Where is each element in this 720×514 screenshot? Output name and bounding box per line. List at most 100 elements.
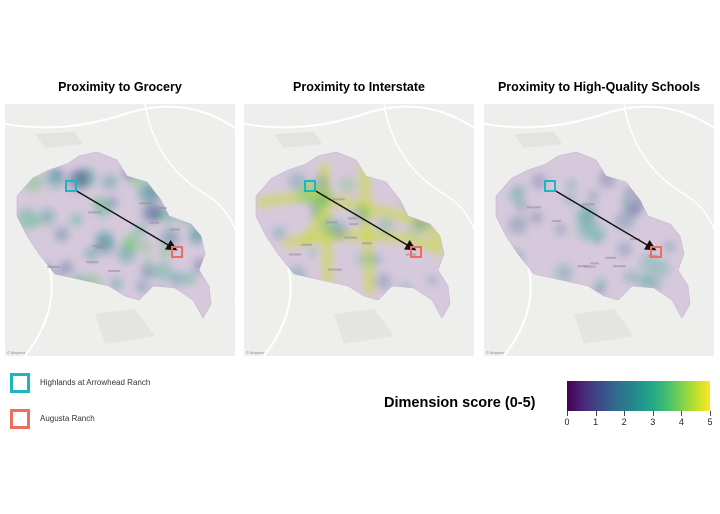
heat-cell xyxy=(554,223,567,236)
heat-cell xyxy=(407,223,421,238)
heat-cell xyxy=(508,215,528,235)
place-label-mark xyxy=(590,262,599,265)
road-line xyxy=(383,104,474,304)
heat-cell xyxy=(54,226,70,242)
place-label-mark xyxy=(605,256,617,259)
panel-title-interstate: Proximity to Interstate xyxy=(293,80,425,94)
place-label-mark xyxy=(325,221,338,224)
heat-cell xyxy=(160,228,180,248)
heat-cell xyxy=(654,260,671,277)
heat-cell xyxy=(39,208,56,225)
place-label-mark xyxy=(526,206,541,209)
heat-cell xyxy=(182,271,197,285)
colorbar-tick-label: 5 xyxy=(707,417,713,427)
road-line xyxy=(623,104,714,304)
heat-cell xyxy=(136,280,148,293)
heat-cell xyxy=(141,203,161,223)
heat-cell xyxy=(555,264,573,282)
place-label-mark xyxy=(92,244,105,247)
map-canvas xyxy=(5,104,235,356)
heat-cell xyxy=(93,198,113,218)
place-label-mark xyxy=(94,246,105,249)
place-label-mark xyxy=(328,268,342,271)
heat-cell xyxy=(531,173,547,189)
heat-cell xyxy=(427,275,438,286)
heat-cell xyxy=(630,202,643,215)
place-label-mark xyxy=(107,270,121,273)
colorbar-tick-label: 0 xyxy=(564,417,570,427)
place-label-mark xyxy=(288,253,302,256)
terrain-patch xyxy=(514,132,562,148)
colorbar-tick-mark xyxy=(595,411,597,416)
place-label-mark xyxy=(157,206,167,209)
augusta-marker xyxy=(650,246,662,258)
place-label-mark xyxy=(551,219,561,222)
heat-cell xyxy=(138,240,151,253)
place-label-mark xyxy=(349,223,359,226)
terrain-patch xyxy=(35,132,83,148)
map-schools: © Mapbox xyxy=(484,104,714,356)
road-line xyxy=(144,104,235,304)
colorbar-tick-label: 4 xyxy=(678,417,684,427)
augusta-marker xyxy=(171,246,183,258)
heat-cell xyxy=(620,196,631,208)
heat-cell xyxy=(623,270,637,284)
place-label-mark xyxy=(332,198,345,201)
heat-cell xyxy=(121,233,140,253)
heat-cell xyxy=(51,168,63,180)
colorbar-tick-mark xyxy=(567,411,568,416)
heat-cell xyxy=(272,226,288,241)
road-line xyxy=(484,105,714,129)
heat-cell xyxy=(169,271,184,287)
heat-cell xyxy=(59,260,74,275)
place-label-mark xyxy=(86,261,99,264)
heat-cell xyxy=(137,184,157,204)
heat-cell xyxy=(663,240,676,253)
heat-cell xyxy=(617,241,633,257)
direction-arrow xyxy=(74,189,178,251)
colorbar-tick-mark xyxy=(652,411,654,416)
place-label-mark xyxy=(139,202,152,205)
heat-cell xyxy=(338,176,356,194)
heat-cell xyxy=(110,277,123,290)
road-line xyxy=(5,105,235,129)
place-label-mark xyxy=(88,211,102,214)
heat-cell xyxy=(508,188,524,204)
heat-cell xyxy=(368,252,382,267)
heat-cell xyxy=(355,252,369,266)
heat-cell xyxy=(72,169,91,188)
map-canvas xyxy=(244,104,474,356)
highlands-marker xyxy=(65,180,77,192)
colorbar-title: Dimension score (0-5) xyxy=(384,395,536,411)
heat-cell xyxy=(17,208,38,230)
heat-cell xyxy=(587,190,599,202)
interstate-corridor xyxy=(359,163,375,295)
highlands-marker xyxy=(304,180,316,192)
colorbar-tick-mark xyxy=(710,411,711,416)
terrain-patch xyxy=(574,309,634,344)
terrain-patch xyxy=(274,132,322,148)
highlands-marker xyxy=(544,180,556,192)
direction-arrow xyxy=(553,189,657,251)
heat-cell xyxy=(153,262,172,281)
map-canvas xyxy=(484,104,714,356)
heat-cell xyxy=(565,179,577,191)
place-label-mark xyxy=(47,265,60,268)
legend-swatch-augusta xyxy=(10,409,30,429)
heat-cell xyxy=(352,205,371,224)
heat-cell xyxy=(133,223,147,238)
place-label-mark xyxy=(582,203,595,206)
place-label-mark xyxy=(149,221,160,224)
panel-title-grocery: Proximity to Grocery xyxy=(58,80,182,94)
terrain-patch xyxy=(95,309,155,344)
place-label-mark xyxy=(648,254,658,257)
terrain-patch xyxy=(334,309,394,344)
heat-cell xyxy=(377,217,395,234)
place-label-mark xyxy=(301,243,312,246)
place-label-mark xyxy=(577,265,589,268)
heat-cell xyxy=(309,207,321,219)
direction-arrow xyxy=(313,189,417,251)
colorbar-tick-mark xyxy=(681,411,683,416)
augusta-marker xyxy=(410,246,422,258)
heat-cell xyxy=(319,216,340,236)
